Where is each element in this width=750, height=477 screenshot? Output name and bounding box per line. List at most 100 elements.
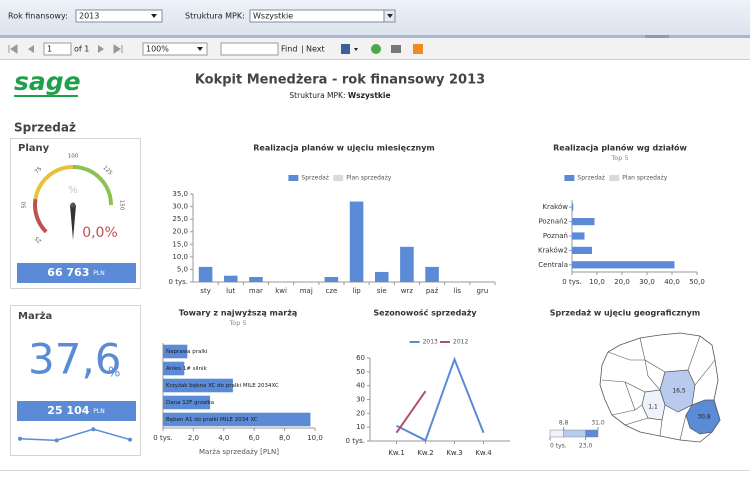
splitter-handle[interactable] bbox=[645, 35, 669, 39]
bar bbox=[572, 232, 585, 240]
dropdown-arrow bbox=[151, 14, 157, 18]
y-tick-label: 25,0 bbox=[172, 215, 188, 223]
x-tick-label: 20,0 bbox=[614, 278, 630, 286]
x-tick-label: 40,0 bbox=[664, 278, 680, 286]
marza-total: 25 104 PLN bbox=[47, 404, 104, 417]
x-tick-label: wrz bbox=[401, 287, 414, 295]
map-region bbox=[641, 389, 666, 421]
page-number: 1 bbox=[47, 45, 52, 54]
refresh-button[interactable] bbox=[371, 44, 381, 54]
gauge-tick-label: 100 bbox=[68, 154, 79, 160]
y-tick-label: 50 bbox=[356, 368, 365, 376]
bar bbox=[163, 378, 233, 393]
chart-title: Realizacja planów wg działów bbox=[553, 143, 687, 153]
bar-label: Krzyżak bębna XC do pralki MILE 2034XC bbox=[166, 383, 279, 389]
y-tick-label: 30,0 bbox=[172, 203, 188, 211]
y-tick-label: 10 bbox=[356, 423, 365, 431]
sparkline bbox=[19, 428, 131, 442]
y-tick-label: Poznań bbox=[543, 232, 568, 240]
find-input[interactable] bbox=[220, 42, 279, 56]
x-tick-label: 10,0 bbox=[307, 434, 323, 442]
bar bbox=[572, 203, 574, 211]
x-tick-label: 4,0 bbox=[218, 434, 229, 442]
year-label: Rok finansowy: bbox=[8, 12, 68, 21]
region-label: 1,1 bbox=[648, 404, 658, 411]
bar bbox=[163, 412, 311, 427]
gauge-tick-label: 25 bbox=[34, 234, 44, 244]
x-tick-label: 0 tys. bbox=[153, 434, 172, 442]
report-subtitle: Struktura MPK: Wszystkie bbox=[289, 91, 390, 100]
gauge-hub bbox=[70, 202, 76, 208]
scale-label: 8,8 bbox=[559, 420, 569, 427]
plany-total: 66 763 PLN bbox=[47, 266, 104, 279]
gauge-tick-label: 125 bbox=[101, 165, 113, 177]
x-tick-label: 30,0 bbox=[639, 278, 655, 286]
bar bbox=[349, 201, 364, 282]
sparkline-point bbox=[128, 437, 132, 442]
chart-title: Sezonowość sprzedaży bbox=[373, 308, 477, 318]
legend-label: Plan sprzedaży bbox=[346, 175, 392, 182]
page-input[interactable] bbox=[43, 42, 72, 56]
feed-button[interactable] bbox=[413, 44, 423, 54]
x-tick-label: 50,0 bbox=[689, 278, 705, 286]
x-tick-label: mar bbox=[249, 287, 263, 295]
next-page-button[interactable] bbox=[98, 45, 104, 53]
scale-label: 0 tys. bbox=[550, 443, 567, 450]
gauge-band bbox=[33, 165, 74, 200]
map-border bbox=[694, 359, 716, 386]
export-button[interactable] bbox=[341, 44, 350, 54]
x-tick-label: Kw.3 bbox=[446, 449, 462, 457]
bar-label: Anles 1# silnik bbox=[166, 366, 208, 372]
next-link[interactable]: Next bbox=[306, 45, 325, 54]
y-tick-label: 20 bbox=[356, 409, 365, 417]
x-tick-label: 6,0 bbox=[249, 434, 260, 442]
x-tick-label: maj bbox=[300, 287, 313, 295]
chart-title: Towary z najwyższą marżą bbox=[179, 309, 298, 318]
prev-page-button[interactable] bbox=[28, 45, 34, 53]
total-currency: PLN bbox=[93, 408, 104, 415]
section-title: Sprzedaż bbox=[14, 121, 76, 135]
map-border bbox=[624, 417, 649, 426]
report-title: Kokpit Menedżera - rok finansowy 2013 bbox=[195, 73, 485, 88]
bar bbox=[163, 344, 188, 359]
legend-swatch bbox=[564, 175, 575, 181]
bar bbox=[163, 395, 211, 410]
bar bbox=[198, 266, 213, 282]
bar bbox=[374, 271, 389, 282]
find-link[interactable]: Find bbox=[281, 45, 297, 54]
dropdown-arrow bbox=[197, 47, 203, 51]
bar bbox=[572, 246, 592, 254]
bar bbox=[324, 276, 339, 282]
plany-title: Plany bbox=[18, 143, 50, 154]
zoom-select[interactable] bbox=[142, 42, 208, 56]
mpk-label: Struktura MPK: bbox=[185, 12, 245, 21]
x-tick-label: gru bbox=[477, 287, 489, 295]
scale-label: 23,0 bbox=[579, 443, 593, 450]
print-button[interactable] bbox=[391, 45, 401, 53]
bar bbox=[163, 361, 185, 376]
total-currency: PLN bbox=[93, 270, 104, 277]
first-page-button[interactable] bbox=[8, 44, 18, 54]
x-tick-label: Kw.1 bbox=[388, 449, 404, 457]
subtitle-label: Struktura MPK: bbox=[289, 91, 345, 100]
sparkline-point bbox=[54, 438, 59, 443]
year-select[interactable] bbox=[75, 9, 163, 23]
map-border bbox=[687, 335, 701, 371]
marza-title: Marża bbox=[18, 311, 52, 322]
y-tick-label: 30 bbox=[356, 396, 365, 404]
sparkline-point bbox=[91, 427, 96, 432]
last-page-button[interactable] bbox=[113, 44, 123, 54]
bar bbox=[400, 246, 414, 282]
legend-label: Plan sprzedaży bbox=[622, 175, 668, 182]
bar bbox=[572, 218, 595, 226]
scale-label: 31,0 bbox=[591, 420, 605, 427]
bar-label: Naprawa pralki bbox=[166, 349, 208, 355]
chart-subtitle: Top 5 bbox=[228, 319, 246, 327]
total-value: 66 763 bbox=[47, 266, 89, 279]
y-tick-label: 15,0 bbox=[172, 240, 188, 248]
legend-swatch bbox=[288, 175, 299, 181]
gauge-tick-label: 50 bbox=[22, 201, 28, 208]
plany-panel bbox=[10, 138, 141, 289]
bar bbox=[425, 266, 439, 282]
